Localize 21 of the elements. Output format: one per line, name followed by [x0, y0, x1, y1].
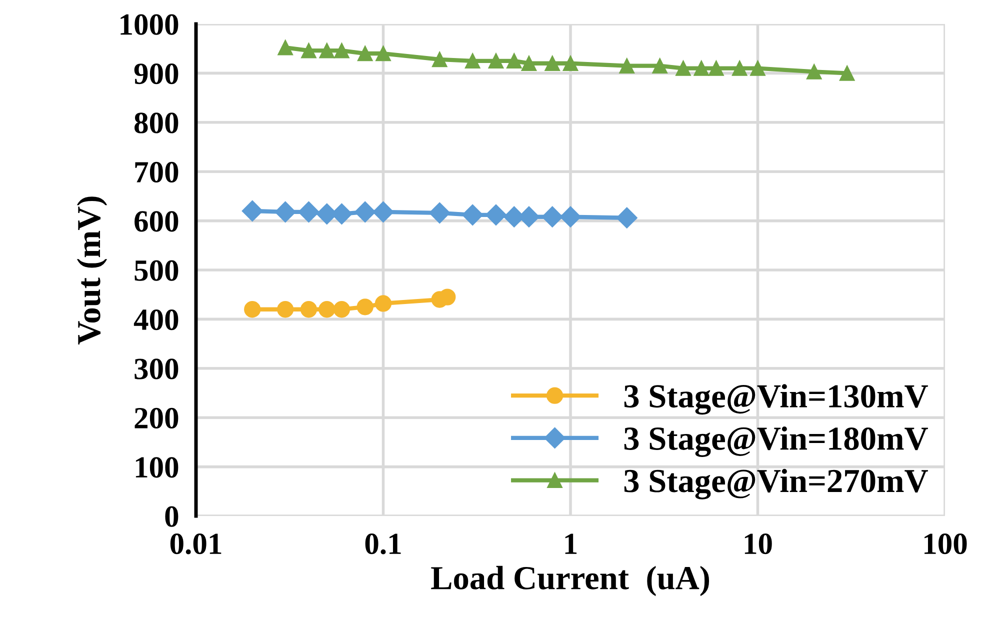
y-tick-label: 100 [136, 457, 178, 478]
x-axis-title: Load Current (uA) [431, 566, 710, 596]
legend-label: 3 Stage@Vin=130mV [624, 384, 928, 415]
x-tick-label: 1 [565, 534, 577, 554]
legend-label: 3 Stage@Vin=180mV [624, 426, 928, 457]
x-tick-label: 0.01 [170, 534, 222, 554]
x-tick-label: 0.1 [365, 534, 401, 554]
y-tick-label: 0 [165, 506, 178, 527]
y-tick-label: 700 [135, 162, 178, 182]
x-tick-label: 10 [744, 534, 772, 554]
y-tick-label: 400 [134, 309, 178, 330]
y-tick-label: 200 [134, 408, 178, 428]
legend-label: 3 Stage@Vin=270mV [624, 468, 928, 500]
x-tick-label: 100 [924, 534, 967, 554]
y-tick-label: 800 [134, 112, 178, 134]
y-tick-label: 900 [134, 63, 178, 84]
y-tick-label: 300 [134, 358, 178, 380]
y-axis-title: Vout (mV) [76, 196, 108, 344]
y-tick-label: 1000 [120, 14, 178, 35]
y-tick-label: 600 [134, 211, 178, 232]
y-tick-label: 500 [134, 260, 178, 281]
